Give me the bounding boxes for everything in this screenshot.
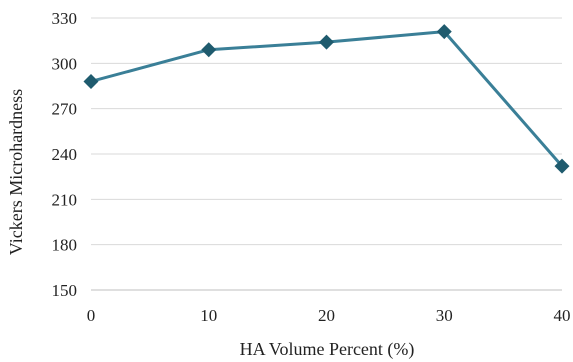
y-axis-label: Vickers Microhardness bbox=[6, 89, 26, 255]
x-tick-label: 30 bbox=[436, 306, 453, 325]
y-tick-label: 330 bbox=[52, 9, 78, 28]
x-tick-label: 20 bbox=[318, 306, 335, 325]
y-axis-ticks: 150 180 210 240 270 300 330 bbox=[52, 9, 78, 300]
data-point-marker bbox=[436, 24, 452, 40]
data-point-marker bbox=[83, 73, 99, 89]
y-tick-label: 150 bbox=[52, 281, 78, 300]
data-point-marker bbox=[201, 42, 217, 58]
x-tick-label: 10 bbox=[200, 306, 217, 325]
series-group bbox=[83, 24, 570, 174]
series-line bbox=[90, 30, 564, 168]
y-tick-label: 300 bbox=[52, 54, 78, 73]
y-tick-label: 270 bbox=[52, 100, 78, 119]
x-tick-label: 0 bbox=[87, 306, 96, 325]
x-axis-ticks: 0 10 20 30 40 bbox=[87, 306, 571, 325]
y-tick-label: 180 bbox=[52, 236, 78, 255]
x-axis-label: HA Volume Percent (%) bbox=[240, 339, 415, 360]
y-tick-label: 210 bbox=[52, 190, 78, 209]
x-tick-label: 40 bbox=[554, 306, 571, 325]
grid-lines bbox=[91, 17, 562, 246]
data-point-marker bbox=[554, 158, 570, 174]
y-tick-label: 240 bbox=[52, 145, 78, 164]
data-point-marker bbox=[319, 34, 334, 50]
